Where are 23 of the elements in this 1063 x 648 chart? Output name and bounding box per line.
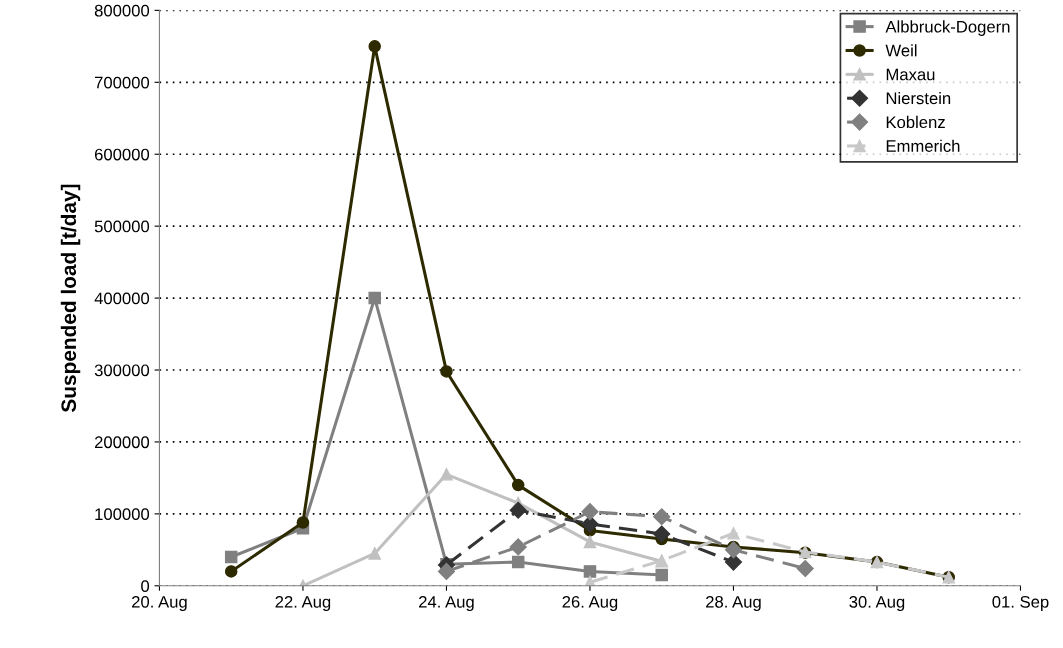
legend-label: Koblenz <box>886 115 945 129</box>
y-tick-label: 200000 <box>94 436 150 449</box>
x-tick-label: 20. Aug <box>132 595 187 612</box>
x-tick-label: 24. Aug <box>419 595 474 612</box>
y-axis-title: Suspended load [t/day] <box>60 184 81 413</box>
legend-label: Maxau <box>886 68 935 81</box>
legend-label: Emmerich <box>886 139 960 152</box>
x-tick-label: 30. Aug <box>849 595 905 612</box>
legend-label: Weil <box>885 44 917 57</box>
legend-label: Albbruck-Dogern <box>885 20 1010 36</box>
x-tick-label: 28. Aug <box>706 595 761 612</box>
legend-label: Nierstein <box>886 91 951 105</box>
y-tick-label: 0 <box>141 580 150 592</box>
y-tick-label: 800000 <box>94 4 150 17</box>
y-tick-label: 300000 <box>94 364 150 377</box>
x-tick-label: 22. Aug <box>275 595 331 612</box>
x-tick-label: 01. Sep <box>992 595 1049 612</box>
y-tick-label: 700000 <box>94 76 150 89</box>
y-tick-label: 100000 <box>95 508 150 521</box>
y-tick-label: 400000 <box>94 292 150 305</box>
y-tick-label: 500000 <box>94 220 150 233</box>
y-tick-label: 600000 <box>94 148 150 161</box>
x-tick-label: 26. Aug <box>562 595 618 612</box>
